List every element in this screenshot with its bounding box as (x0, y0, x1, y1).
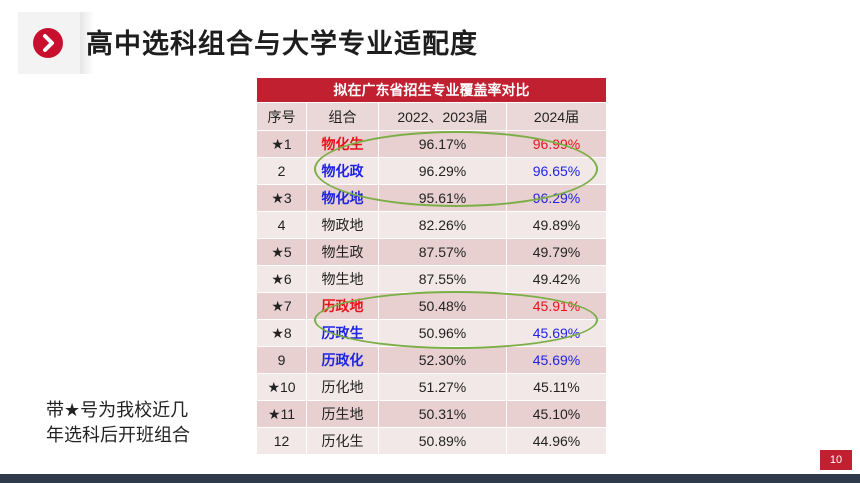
table-row: 12 历化生 50.89% 44.96% (256, 427, 607, 455)
row-no: ★3 (256, 184, 307, 212)
row-2024: 45.11% (506, 373, 607, 401)
row-2022-2023: 87.55% (378, 265, 507, 293)
header-2022-2023: 2022、2023届 (378, 102, 507, 131)
row-2024: 49.89% (506, 211, 607, 239)
row-combo: 历化生 (306, 427, 379, 455)
row-no: ★6 (256, 265, 307, 293)
row-2024: 44.96% (506, 427, 607, 455)
star-note: 带★号为我校近几 年选科后开班组合 (46, 398, 226, 448)
row-2022-2023: 87.57% (378, 238, 507, 266)
row-no: 2 (256, 157, 307, 185)
star-note-line1: 带★号为我校近几 (46, 400, 189, 421)
highlight-ellipse-history (314, 291, 598, 349)
row-2022-2023: 82.26% (378, 211, 507, 239)
star-note-line2: 年选科后开班组合 (46, 425, 190, 446)
table-row: 4 物政地 82.26% 49.89% (256, 211, 607, 239)
row-2024: 45.10% (506, 400, 607, 428)
row-combo: 物生地 (306, 265, 379, 293)
row-2022-2023: 50.31% (378, 400, 507, 428)
row-2024: 49.42% (506, 265, 607, 293)
title-badge (18, 12, 94, 74)
page-number: 10 (820, 450, 852, 470)
title-bar: 高中选科组合与大学专业适配度 (0, 12, 860, 74)
table-row: 9 历政化 52.30% 45.69% (256, 346, 607, 374)
row-no: ★1 (256, 130, 307, 158)
row-combo: 历生地 (306, 400, 379, 428)
highlight-ellipse-physics (314, 131, 598, 207)
row-combo: 物政地 (306, 211, 379, 239)
row-2022-2023: 50.89% (378, 427, 507, 455)
table-header-row: 序号 组合 2022、2023届 2024届 (256, 102, 607, 131)
header-no: 序号 (256, 102, 307, 131)
row-no: ★7 (256, 292, 307, 320)
row-combo: 物生政 (306, 238, 379, 266)
table-row: ★6 物生地 87.55% 49.42% (256, 265, 607, 293)
chevron-right-icon (33, 28, 63, 58)
row-combo: 历化地 (306, 373, 379, 401)
page-title: 高中选科组合与大学专业适配度 (86, 29, 478, 60)
row-no: ★11 (256, 400, 307, 428)
row-2022-2023: 51.27% (378, 373, 507, 401)
row-2024: 45.69% (506, 346, 607, 374)
row-2022-2023: 52.30% (378, 346, 507, 374)
footer-bar (0, 474, 860, 483)
table-row: ★5 物生政 87.57% 49.79% (256, 238, 607, 266)
header-combo: 组合 (306, 102, 379, 131)
row-no: 9 (256, 346, 307, 374)
row-combo: 历政化 (306, 346, 379, 374)
table-row: ★11 历生地 50.31% 45.10% (256, 400, 607, 428)
table-caption-row: 拟在广东省招生专业覆盖率对比 (256, 77, 607, 103)
row-2024: 49.79% (506, 238, 607, 266)
row-no: ★8 (256, 319, 307, 347)
row-no: 12 (256, 427, 307, 455)
row-no: 4 (256, 211, 307, 239)
table-caption: 拟在广东省招生专业覆盖率对比 (256, 77, 607, 103)
row-no: ★5 (256, 238, 307, 266)
table-row: ★10 历化地 51.27% 45.11% (256, 373, 607, 401)
header-2024: 2024届 (506, 102, 607, 131)
row-no: ★10 (256, 373, 307, 401)
